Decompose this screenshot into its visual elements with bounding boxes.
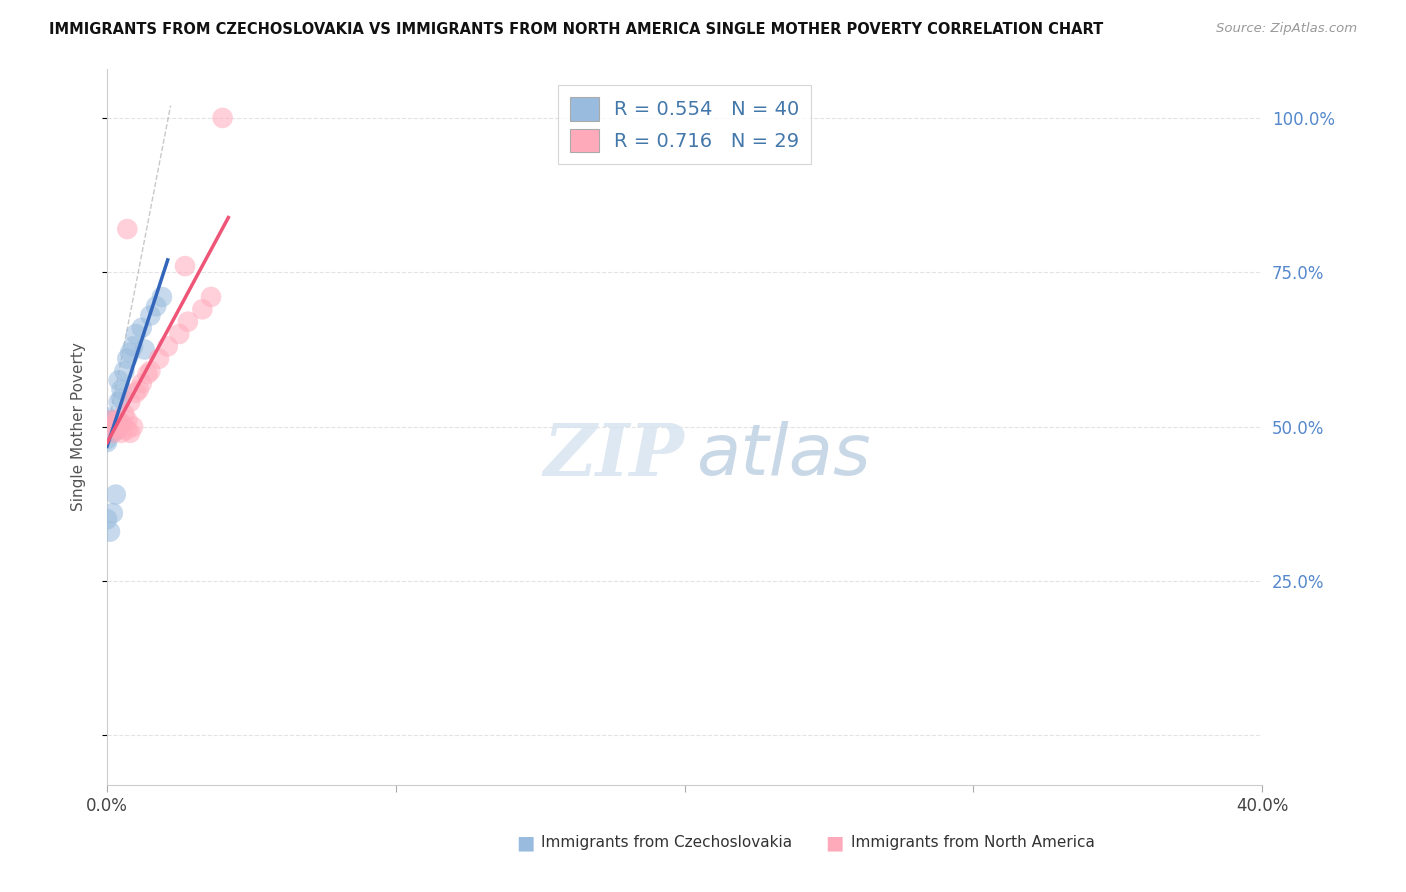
Point — [107, 413, 129, 427]
Point — [104, 487, 127, 501]
Point — [177, 315, 200, 329]
Point — [104, 413, 127, 427]
Y-axis label: Single Mother Poverty: Single Mother Poverty — [72, 343, 86, 511]
Point — [131, 376, 153, 391]
Point — [107, 373, 129, 387]
Point — [101, 417, 124, 431]
Point — [139, 309, 162, 323]
Point — [107, 395, 129, 409]
Point — [174, 259, 197, 273]
Point — [125, 385, 148, 400]
Point — [211, 111, 233, 125]
Point — [96, 413, 118, 427]
Point — [98, 413, 121, 427]
Text: ZIP: ZIP — [544, 420, 685, 491]
Point — [96, 512, 118, 526]
Text: Immigrants from Czechoslovakia: Immigrants from Czechoslovakia — [541, 836, 793, 850]
Point — [156, 339, 179, 353]
Point — [112, 407, 135, 421]
Point — [104, 419, 127, 434]
Point — [122, 419, 145, 434]
Point — [98, 419, 121, 434]
Point — [101, 413, 124, 427]
Point — [110, 417, 132, 431]
Point — [134, 343, 156, 357]
Point — [167, 326, 190, 341]
Point — [98, 423, 121, 437]
Point — [98, 425, 121, 440]
Point — [96, 425, 118, 440]
Point — [96, 417, 118, 431]
Point — [110, 425, 132, 440]
Point — [122, 339, 145, 353]
Point — [125, 326, 148, 341]
Point — [145, 299, 167, 313]
Point — [117, 413, 139, 427]
Legend: R = 0.554   N = 40, R = 0.716   N = 29: R = 0.554 N = 40, R = 0.716 N = 29 — [558, 86, 811, 164]
Point — [101, 425, 124, 440]
Point — [200, 290, 222, 304]
Point — [101, 419, 124, 434]
Text: ■: ■ — [825, 833, 844, 853]
Point — [150, 290, 173, 304]
Point — [98, 417, 121, 431]
Point — [120, 345, 142, 359]
Text: Source: ZipAtlas.com: Source: ZipAtlas.com — [1216, 22, 1357, 36]
Point — [98, 413, 121, 427]
Point — [148, 351, 170, 366]
Point — [96, 410, 118, 425]
Point — [131, 321, 153, 335]
Point — [112, 364, 135, 378]
Point — [128, 383, 150, 397]
Point — [110, 392, 132, 406]
Point — [98, 417, 121, 431]
Point — [96, 435, 118, 450]
Point — [110, 383, 132, 397]
Point — [117, 351, 139, 366]
Point — [101, 423, 124, 437]
Point — [104, 419, 127, 434]
Point — [104, 413, 127, 427]
Point — [101, 506, 124, 520]
Point — [101, 419, 124, 434]
Text: IMMIGRANTS FROM CZECHOSLOVAKIA VS IMMIGRANTS FROM NORTH AMERICA SINGLE MOTHER PO: IMMIGRANTS FROM CZECHOSLOVAKIA VS IMMIGR… — [49, 22, 1104, 37]
Point — [107, 423, 129, 437]
Point — [96, 423, 118, 437]
Point — [120, 395, 142, 409]
Point — [117, 222, 139, 236]
Point — [104, 423, 127, 437]
Point — [117, 423, 139, 437]
Text: Immigrants from North America: Immigrants from North America — [851, 836, 1094, 850]
Point — [120, 425, 142, 440]
Point — [96, 432, 118, 446]
Point — [136, 367, 159, 381]
Point — [101, 425, 124, 440]
Text: atlas: atlas — [696, 421, 870, 490]
Point — [191, 302, 214, 317]
Point — [96, 419, 118, 434]
Point — [139, 364, 162, 378]
Point — [98, 524, 121, 539]
Text: ■: ■ — [516, 833, 534, 853]
